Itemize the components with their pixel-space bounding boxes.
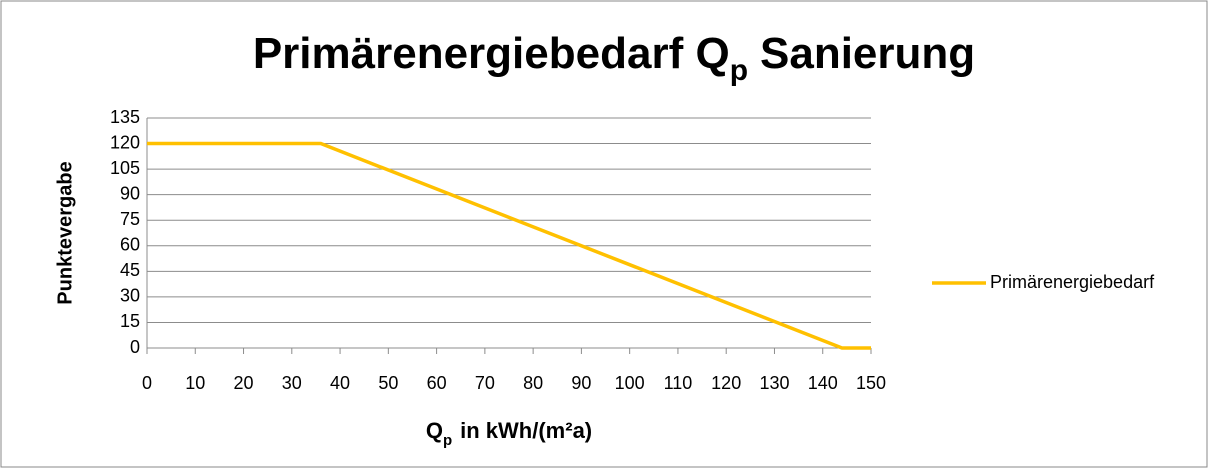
y-tick-label: 0 xyxy=(130,337,140,357)
x-tick-label: 60 xyxy=(427,373,447,393)
chart-title: Primärenergiebedarf Qp Sanierung xyxy=(253,29,975,87)
x-axis-label: Qp in kWh/(m²a) xyxy=(426,418,592,449)
x-tick-label: 130 xyxy=(759,373,789,393)
x-tick-label: 110 xyxy=(664,373,693,393)
x-tick-label: 10 xyxy=(185,373,205,393)
x-tick-label: 90 xyxy=(571,373,591,393)
y-tick-label: 60 xyxy=(120,235,140,255)
xlabel-sub: p xyxy=(443,432,452,449)
x-tick-label: 50 xyxy=(378,373,398,393)
x-tick-label: 120 xyxy=(711,373,741,393)
xlabel-main: Q xyxy=(426,418,443,443)
x-tick-label: 20 xyxy=(234,373,254,393)
x-tick-label: 100 xyxy=(615,373,645,393)
y-tick-label: 90 xyxy=(120,183,140,203)
y-axis-label: Punktevergabe xyxy=(54,161,76,304)
y-tick-label: 75 xyxy=(120,209,140,229)
y-tick-label: 105 xyxy=(110,158,140,178)
x-tick-label: 70 xyxy=(475,373,495,393)
title-rest: Sanierung xyxy=(760,29,975,78)
x-tick-label: 140 xyxy=(808,373,838,393)
y-tick-label: 15 xyxy=(120,311,140,331)
y-tick-label: 45 xyxy=(120,260,140,280)
x-tick-label: 80 xyxy=(523,373,543,393)
x-tick-label: 40 xyxy=(330,373,350,393)
x-tick-label: 150 xyxy=(856,373,886,393)
y-tick-label: 120 xyxy=(110,132,140,152)
xlabel-rest: in kWh/(m²a) xyxy=(460,418,592,443)
title-main: Primärenergiebedarf Q xyxy=(253,29,730,78)
legend-label: Primärenergiebedarf xyxy=(990,272,1155,292)
x-tick-label: 0 xyxy=(142,373,152,393)
x-tick-label: 30 xyxy=(282,373,302,393)
y-tick-label: 135 xyxy=(110,107,140,127)
title-sub: p xyxy=(730,54,748,87)
y-tick-label: 30 xyxy=(120,286,140,306)
data-line xyxy=(147,141,871,350)
